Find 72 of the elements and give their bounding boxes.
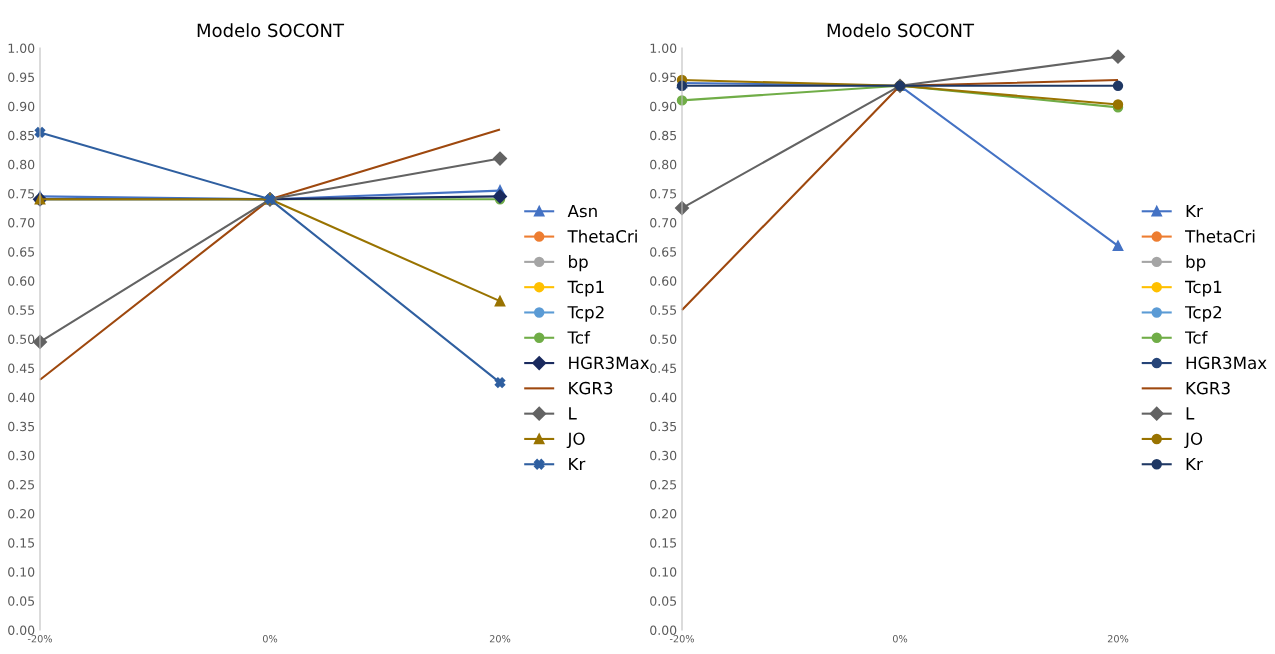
legend-label: Asn — [567, 204, 597, 218]
y-tick-label: 0.30 — [8, 450, 35, 461]
legend-label: Kr — [1186, 204, 1203, 218]
y-tick-label: 0.65 — [650, 247, 677, 257]
x-tick-label: -20% — [669, 635, 695, 643]
y-tick-label: 0.25 — [650, 479, 677, 490]
legend-label: Tcp1 — [567, 280, 604, 297]
legend-label: L — [569, 407, 577, 420]
chart-title: Modelo SOCONT — [197, 23, 345, 38]
y-tick-label: 1.00 — [650, 43, 677, 53]
y-tick-label: 0.15 — [650, 538, 677, 548]
y-tick-label: 0.15 — [8, 538, 35, 548]
legend-label: Tcp2 — [567, 305, 604, 322]
legend-label: Kr — [569, 457, 586, 471]
y-tick-label: 0.60 — [650, 276, 677, 286]
legend-label: KGR3 — [569, 381, 613, 395]
legend-label: HGR3Max — [569, 356, 650, 370]
y-tick-label: 0.45 — [8, 363, 35, 374]
y-tick-label: 0.95 — [650, 72, 677, 83]
legend-label: Tcp2 — [1185, 305, 1222, 322]
y-tick-label: 0.80 — [650, 159, 677, 170]
legend-label: bp — [569, 255, 588, 272]
x-tick-label: 0% — [892, 635, 908, 643]
legend-label: HGR3Max — [1186, 356, 1267, 370]
y-tick-label: 0.10 — [650, 567, 677, 577]
y-tick-label: 0.30 — [650, 450, 677, 461]
legend-label: JO — [566, 432, 585, 449]
legend-label: L — [1186, 407, 1195, 420]
legend-label: JO — [1184, 432, 1203, 449]
y-tick-label: 0.50 — [650, 334, 677, 344]
chart-title: Modelo SOCONT — [827, 23, 975, 38]
legend-label: ThetaCri — [567, 229, 637, 243]
y-tick-label: 0.35 — [8, 421, 35, 432]
y-tick-label: 0.55 — [8, 305, 35, 315]
y-tick-label: 0.85 — [8, 130, 35, 141]
x-tick-label: -20% — [27, 635, 53, 643]
y-tick-label: 0.90 — [650, 101, 677, 112]
legend-label: bp — [1186, 255, 1206, 272]
y-tick-label: 0.85 — [650, 130, 677, 141]
legend-label: Tcf — [1185, 330, 1208, 344]
legend-label: Tcf — [567, 330, 591, 344]
x-tick-label: 20% — [1107, 635, 1129, 643]
y-tick-label: 0.70 — [650, 218, 677, 228]
legend-label: KGR3 — [1186, 381, 1230, 395]
y-tick-label: 0.55 — [650, 305, 677, 315]
y-tick-label: 0.25 — [8, 479, 35, 490]
y-tick-label: 1.00 — [8, 43, 35, 53]
y-tick-label: 0.00 — [650, 625, 677, 635]
y-tick-label: 0.40 — [650, 392, 677, 403]
legend-label: ThetaCri — [1185, 229, 1255, 243]
y-tick-label: 0.20 — [650, 509, 677, 519]
y-tick-label: 0.75 — [650, 188, 677, 199]
y-tick-label: 0.60 — [8, 276, 35, 286]
y-tick-label: 0.95 — [8, 72, 35, 83]
y-tick-label: 0.05 — [650, 596, 677, 606]
y-tick-label: 0.70 — [8, 218, 35, 228]
x-tick-label: 20% — [489, 635, 511, 643]
y-tick-label: 0.05 — [8, 596, 35, 606]
x-tick-label: 0% — [262, 635, 278, 643]
y-tick-label: 0.75 — [8, 188, 35, 199]
y-tick-label: 0.35 — [650, 421, 677, 432]
legend-label: Kr — [1186, 457, 1203, 471]
y-tick-label: 0.20 — [8, 509, 35, 519]
legend-label: Tcp1 — [1185, 280, 1222, 297]
y-tick-label: 0.90 — [8, 101, 35, 112]
y-tick-label: 0.45 — [650, 363, 677, 374]
y-tick-label: 0.40 — [8, 392, 35, 403]
y-tick-label: 0.00 — [8, 625, 35, 635]
y-tick-label: 0.50 — [8, 334, 35, 344]
y-tick-label: 0.65 — [8, 247, 35, 257]
y-tick-label: 0.10 — [8, 567, 35, 577]
y-tick-label: 0.80 — [8, 159, 35, 170]
